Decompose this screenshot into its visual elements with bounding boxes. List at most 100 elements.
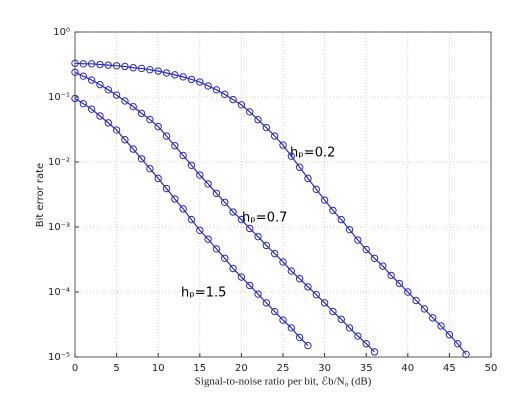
marker (146, 66, 154, 74)
marker (270, 132, 279, 140)
marker (71, 59, 79, 67)
y-axis-label: Bit error rate (35, 163, 46, 227)
marker (445, 331, 454, 339)
x-tick-label: 15 (193, 363, 206, 374)
marker (87, 60, 96, 68)
marker (287, 152, 296, 160)
marker (171, 71, 179, 79)
marker (354, 236, 362, 244)
marker (304, 341, 312, 350)
marker (71, 68, 79, 76)
marker (121, 136, 129, 144)
marker (262, 241, 271, 250)
marker (79, 60, 88, 68)
marker (379, 262, 387, 270)
marker (254, 116, 262, 124)
marker (395, 279, 404, 288)
marker (137, 109, 146, 118)
marker (345, 324, 354, 332)
marker (362, 340, 370, 348)
series-label: hₚ=1.5 (181, 286, 226, 301)
marker (179, 205, 187, 213)
x-tick-label: 25 (277, 363, 290, 374)
marker (454, 340, 462, 348)
x-tick-label: 35 (360, 363, 373, 374)
plot-frame (74, 31, 492, 358)
marker (420, 305, 429, 313)
marker (254, 290, 262, 298)
marker (187, 215, 196, 224)
series-line (74, 71, 375, 353)
marker (196, 171, 204, 179)
marker (295, 163, 304, 171)
marker (429, 314, 437, 322)
marker (96, 80, 104, 89)
marker (129, 145, 137, 153)
marker (279, 258, 287, 266)
marker (104, 119, 112, 127)
marker (329, 307, 337, 316)
x-tick-label: 30 (318, 363, 331, 374)
marker (312, 185, 320, 194)
marker (270, 249, 279, 258)
marker (187, 161, 196, 169)
marker (87, 105, 96, 113)
marker (246, 281, 254, 290)
marker (345, 225, 354, 234)
marker (104, 86, 112, 94)
marker (362, 245, 370, 254)
marker (304, 174, 312, 183)
marker (212, 86, 221, 94)
marker (229, 208, 237, 216)
x-axis-label: Signal-to-noise ratio per bit, ℰb/N₀ (dB… (195, 376, 372, 388)
marker (146, 115, 154, 124)
marker (204, 180, 212, 188)
series-label: hₚ=0.7 (242, 211, 287, 226)
marker (212, 245, 221, 253)
x-tick-label: 10 (152, 363, 165, 374)
marker (171, 195, 179, 203)
marker (279, 316, 287, 324)
marker (404, 288, 412, 296)
marker (237, 273, 246, 281)
marker (304, 283, 312, 291)
marker (162, 132, 171, 140)
marker (137, 64, 146, 73)
marker (287, 267, 296, 275)
x-tick-label: 20 (235, 363, 248, 374)
marker (412, 296, 420, 305)
marker (295, 333, 304, 342)
marker (171, 142, 179, 150)
marker (221, 198, 229, 206)
marker (279, 141, 287, 149)
marker (287, 324, 296, 332)
marker (121, 62, 129, 71)
marker (112, 91, 121, 99)
x-tick-label: 5 (113, 363, 119, 374)
marker (229, 95, 237, 104)
marker (112, 126, 121, 134)
marker (270, 307, 279, 316)
marker (237, 215, 246, 224)
marker (162, 184, 171, 193)
y-tick-label: 10⁻³ (48, 222, 70, 233)
y-tick-label: 10⁰ (53, 27, 70, 38)
marker (320, 299, 329, 307)
marker (96, 60, 104, 69)
marker (196, 78, 204, 86)
marker (221, 254, 229, 262)
x-tick-label: 40 (401, 363, 414, 374)
marker (137, 155, 146, 163)
x-tick-label: 45 (443, 363, 456, 374)
marker (79, 99, 88, 108)
marker (312, 290, 320, 299)
marker (79, 72, 88, 80)
marker (246, 224, 254, 233)
marker (104, 61, 112, 69)
marker (370, 348, 379, 356)
marker (162, 69, 171, 77)
marker (154, 67, 162, 75)
marker (262, 299, 271, 307)
marker (187, 75, 196, 84)
